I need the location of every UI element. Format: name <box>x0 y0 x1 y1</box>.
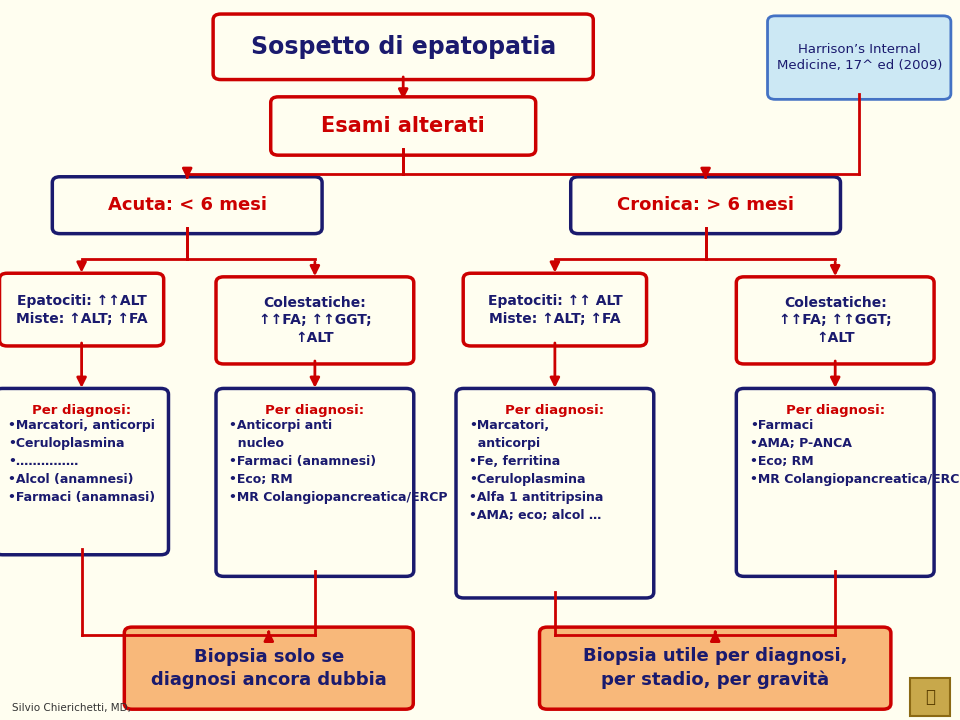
FancyBboxPatch shape <box>736 276 934 364</box>
Text: Esami alterati: Esami alterati <box>322 116 485 136</box>
FancyBboxPatch shape <box>216 389 414 576</box>
Text: •Marcatori,
  anticorpi
•Fe, ferritina
•Ceruloplasmina
•Alfa 1 antitripsina
•AMA: •Marcatori, anticorpi •Fe, ferritina •Ce… <box>469 419 604 523</box>
FancyBboxPatch shape <box>0 274 163 346</box>
Text: Epatociti: ↑↑ALT
Miste: ↑ALT; ↑FA: Epatociti: ↑↑ALT Miste: ↑ALT; ↑FA <box>15 294 148 325</box>
Text: Acuta: < 6 mesi: Acuta: < 6 mesi <box>108 197 267 215</box>
FancyBboxPatch shape <box>125 627 413 709</box>
Text: Per diagnosi:: Per diagnosi: <box>32 403 132 417</box>
Text: •Anticorpi anti
  nucleo
•Farmaci (anamnesi)
•Eco; RM
•MR Colangiopancreatica/ER: •Anticorpi anti nucleo •Farmaci (anamnes… <box>229 419 448 505</box>
FancyBboxPatch shape <box>456 389 654 598</box>
Text: Sospetto di epatopatia: Sospetto di epatopatia <box>251 35 556 59</box>
FancyBboxPatch shape <box>0 389 169 554</box>
FancyBboxPatch shape <box>463 274 647 346</box>
FancyBboxPatch shape <box>271 97 536 155</box>
Text: Biopsia utile per diagnosi,
per stadio, per gravità: Biopsia utile per diagnosi, per stadio, … <box>583 647 848 689</box>
Text: Per diagnosi:: Per diagnosi: <box>265 403 365 417</box>
Text: Epatociti: ↑↑ ALT
Miste: ↑ALT; ↑FA: Epatociti: ↑↑ ALT Miste: ↑ALT; ↑FA <box>488 294 622 325</box>
FancyBboxPatch shape <box>768 16 950 99</box>
FancyBboxPatch shape <box>910 678 950 716</box>
Text: Silvio Chierichetti, MD,: Silvio Chierichetti, MD, <box>12 703 131 713</box>
Text: ⧖: ⧖ <box>925 688 935 706</box>
Text: Per diagnosi:: Per diagnosi: <box>785 403 885 417</box>
FancyBboxPatch shape <box>213 14 593 79</box>
FancyBboxPatch shape <box>216 276 414 364</box>
Text: •Marcatori, anticorpi
•Ceruloplasmina
•……………
•Alcol (anamnesi)
•Farmaci (anamnas: •Marcatori, anticorpi •Ceruloplasmina •…… <box>9 419 156 505</box>
Text: Colestatiche:
↑↑FA; ↑↑GGT;
↑ALT: Colestatiche: ↑↑FA; ↑↑GGT; ↑ALT <box>258 295 372 346</box>
Text: •Farmaci
•AMA; P-ANCA
•Eco; RM
•MR Colangiopancreatica/ERCP: •Farmaci •AMA; P-ANCA •Eco; RM •MR Colan… <box>750 419 960 487</box>
Text: Biopsia solo se
diagnosi ancora dubbia: Biopsia solo se diagnosi ancora dubbia <box>151 648 387 688</box>
Text: Per diagnosi:: Per diagnosi: <box>505 403 605 417</box>
Text: Cronica: > 6 mesi: Cronica: > 6 mesi <box>617 197 794 215</box>
Text: Harrison’s Internal
Medicine, 17^ ed (2009): Harrison’s Internal Medicine, 17^ ed (20… <box>777 43 942 72</box>
FancyBboxPatch shape <box>736 389 934 576</box>
FancyBboxPatch shape <box>540 627 891 709</box>
Text: Colestatiche:
↑↑FA; ↑↑GGT;
↑ALT: Colestatiche: ↑↑FA; ↑↑GGT; ↑ALT <box>779 295 892 346</box>
FancyBboxPatch shape <box>570 176 841 233</box>
FancyBboxPatch shape <box>52 176 323 233</box>
